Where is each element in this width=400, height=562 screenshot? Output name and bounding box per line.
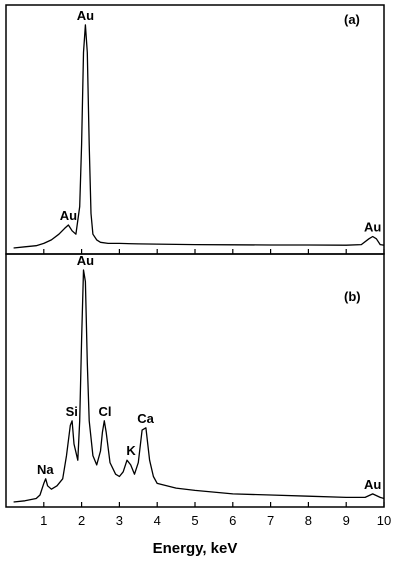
x-axis-tick-labels: 1 2 3 4 5 6 7 8 9 10	[40, 513, 391, 528]
x-tick-label: 2	[78, 513, 85, 528]
peak-label: Ca	[137, 411, 154, 426]
x-axis-title: Energy, keV	[153, 540, 238, 557]
peak-label: Au	[364, 220, 381, 235]
x-tick-label: 1	[40, 513, 47, 528]
panel-b-label: (b)	[344, 289, 361, 304]
peak-label: Si	[66, 404, 78, 419]
x-tick-label: 3	[116, 513, 123, 528]
spectrum-a-line	[13, 24, 385, 249]
panel-b: (b) Au Si Cl Ca K Na Au	[5, 253, 385, 508]
x-tick-label: 8	[305, 513, 312, 528]
panel-a-peak-labels: Au Au Au	[60, 8, 382, 235]
x-tick-label: 6	[229, 513, 236, 528]
x-tick-label: 10	[377, 513, 391, 528]
panel-a-label: (a)	[344, 12, 360, 27]
peak-label: Au	[364, 477, 381, 492]
peak-label: K	[126, 443, 136, 458]
x-tick-label: 7	[267, 513, 274, 528]
spectrum-b-line	[13, 269, 385, 503]
x-tick-label: 9	[343, 513, 350, 528]
peak-label: Au	[77, 8, 94, 23]
panel-a-x-ticks	[43, 249, 385, 254]
peak-label: Cl	[99, 404, 112, 419]
panel-b-frame	[5, 253, 385, 508]
peak-label: Au	[60, 208, 77, 223]
x-tick-label: 5	[191, 513, 198, 528]
panel-b-x-ticks	[43, 502, 385, 507]
x-tick-label: 4	[154, 513, 161, 528]
peak-label: Na	[37, 462, 54, 477]
peak-label: Au	[77, 253, 94, 268]
panel-a: (a) Au Au Au	[5, 4, 385, 255]
panel-b-peak-labels: Au Si Cl Ca K Na Au	[37, 253, 381, 492]
